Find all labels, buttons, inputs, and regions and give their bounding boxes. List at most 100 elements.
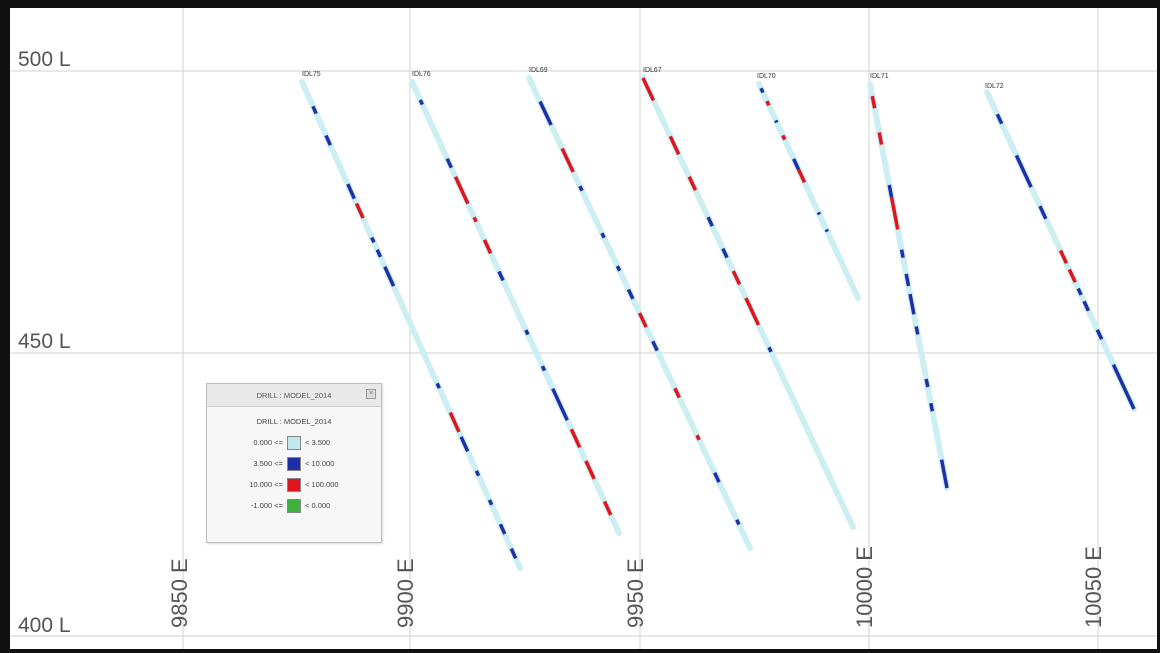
drill-holes: IDL75 IDL76 IDL69 IDL67 IDL70 IDL71 IDL72 — [299, 67, 1137, 571]
legend-swatch — [287, 435, 301, 450]
drill-hole[interactable]: IDL69 — [526, 67, 753, 551]
assay-interval — [474, 470, 481, 477]
drill-hole-label: IDL72 — [985, 83, 1004, 90]
drill-hole-trace[interactable] — [409, 79, 622, 536]
easting-label-9950E: 9950 E — [623, 558, 648, 628]
assay-interval — [641, 77, 656, 102]
assay-interval — [1058, 249, 1068, 264]
assay-interval — [346, 183, 356, 200]
legend-row: 10.000 <= < 100.000 — [217, 474, 381, 495]
assay-interval — [626, 288, 635, 300]
assay-interval — [370, 236, 376, 244]
assay-interval — [1067, 268, 1077, 283]
drill-hole-trace[interactable] — [756, 81, 861, 301]
assay-interval — [1082, 300, 1091, 312]
assay-interval — [706, 216, 714, 227]
assay-interval — [383, 265, 396, 287]
drill-hole[interactable]: IDL70 — [756, 73, 861, 301]
assay-interval — [448, 411, 461, 433]
assay-interval — [899, 249, 905, 259]
assay-interval — [472, 216, 478, 223]
assay-interval — [435, 382, 441, 389]
assay-interval — [602, 500, 613, 516]
drill-hole[interactable]: IDL72 — [984, 83, 1137, 412]
assay-interval — [637, 312, 648, 328]
assay-interval — [877, 132, 884, 145]
drill-hole[interactable]: IDL76 — [409, 71, 622, 536]
assay-interval — [551, 387, 569, 421]
assay-interval — [324, 134, 332, 146]
legend-heading: DRILL : MODEL_2014 — [256, 417, 332, 426]
legend-swatch — [287, 498, 301, 513]
level-label-450L: 450 L — [18, 330, 71, 353]
assay-interval — [767, 346, 773, 353]
assay-interval — [939, 459, 949, 489]
assay-interval — [375, 248, 383, 258]
drill-hole-label: IDL67 — [643, 67, 662, 74]
legend-upper-bound: < 100.000 — [305, 480, 339, 489]
assay-interval — [744, 297, 761, 326]
easting-label-10000E: 10000 E — [852, 546, 877, 628]
assay-interval — [924, 378, 930, 388]
assay-interval — [560, 147, 575, 173]
drill-hole-label: IDL76 — [412, 71, 431, 78]
legend-lower-bound: 3.500 <= — [253, 459, 283, 468]
assay-interval — [792, 158, 801, 171]
assay-interval — [540, 365, 547, 372]
drill-hole-trace[interactable] — [299, 79, 523, 571]
legend-lower-bound: -1.000 <= — [250, 501, 283, 510]
assay-interval — [584, 460, 596, 480]
level-labels: 500 L 450 L 400 L — [18, 48, 71, 637]
assay-interval — [497, 270, 505, 282]
legend-row: 3.500 <= < 10.000 — [217, 453, 381, 474]
assay-interval — [651, 340, 659, 352]
assay-interval — [509, 547, 518, 559]
legend-lower-bound: 10.000 <= — [249, 480, 283, 489]
assay-interval — [445, 157, 453, 169]
assay-interval — [765, 100, 771, 107]
drill-hole-label: IDL70 — [757, 73, 776, 80]
assay-interval — [673, 387, 681, 399]
assay-interval — [578, 185, 584, 192]
legend-row: 0.000 <= < 3.500 — [217, 432, 381, 453]
assay-interval — [914, 326, 920, 335]
assay-interval — [721, 247, 729, 259]
easting-labels: 9850 E 9900 E 9950 E 10000 E 10050 E — [167, 546, 1106, 628]
level-label-500L: 500 L — [18, 48, 71, 71]
assay-interval — [418, 99, 424, 106]
legend-panel[interactable]: DRILL : MODEL_2014 × DRILL : MODEL_2014 … — [206, 383, 382, 543]
assay-interval — [995, 113, 1004, 125]
assay-interval — [904, 273, 911, 287]
legend-swatch — [287, 456, 301, 471]
assay-interval — [929, 402, 935, 412]
assay-interval — [354, 202, 365, 219]
drill-hole[interactable]: IDL71 — [867, 73, 950, 491]
assay-interval — [600, 232, 606, 239]
assay-interval — [695, 434, 701, 441]
easting-label-10050E: 10050 E — [1081, 546, 1106, 628]
legend-titlebar[interactable]: DRILL : MODEL_2014 × — [207, 384, 381, 407]
assay-interval — [615, 265, 622, 272]
assay-interval — [569, 428, 582, 449]
drill-hole[interactable]: IDL67 — [640, 67, 856, 530]
easting-label-9900E: 9900 E — [393, 558, 418, 628]
close-icon[interactable]: × — [366, 389, 376, 399]
assay-interval — [1095, 329, 1104, 340]
legend-lower-bound: 0.000 <= — [253, 438, 283, 447]
assay-interval — [797, 168, 807, 184]
assay-interval — [498, 523, 507, 535]
assay-interval — [524, 329, 530, 336]
drill-hole[interactable]: IDL75 — [299, 71, 523, 571]
assay-interval — [311, 105, 318, 115]
assay-interval — [824, 228, 829, 233]
assay-interval — [908, 293, 916, 315]
assay-interval — [1038, 205, 1048, 220]
legend-window-title: DRILL : MODEL_2014 — [256, 390, 332, 400]
assay-interval — [459, 436, 470, 453]
assay-interval — [781, 134, 787, 141]
assay-interval — [816, 211, 821, 216]
assay-interval — [889, 196, 900, 230]
legend-swatch — [287, 477, 301, 492]
assay-interval — [538, 100, 553, 126]
